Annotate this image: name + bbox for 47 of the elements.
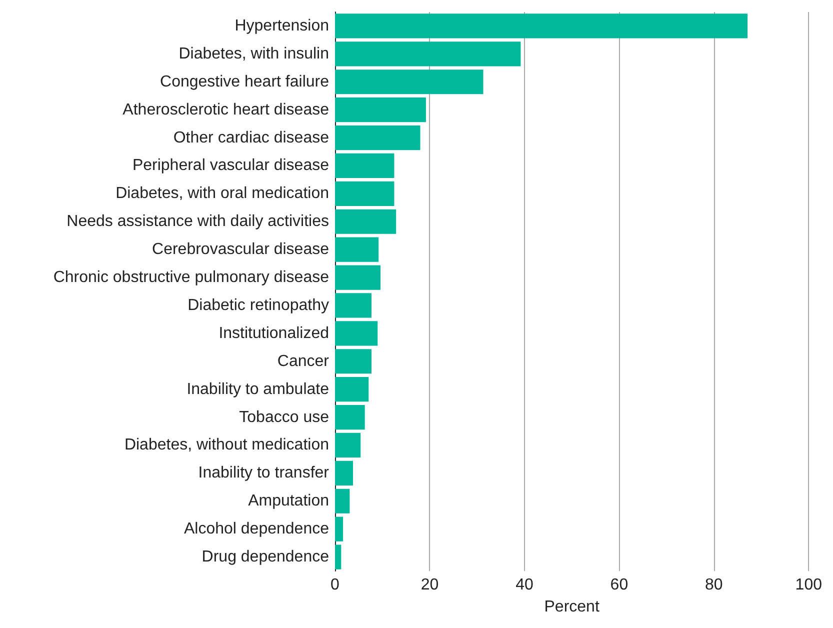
x-tick-label: 20 xyxy=(420,576,439,594)
x-tick-label: 80 xyxy=(705,576,723,594)
y-tick-label: Peripheral vascular disease xyxy=(132,157,330,174)
y-tick-label: Alcohol dependence xyxy=(184,520,330,538)
y-tick-label: Tobacco use xyxy=(239,408,330,426)
x-tick-label: 100 xyxy=(795,576,822,594)
y-tick-label: Congestive heart failure xyxy=(160,73,330,90)
bar xyxy=(335,293,372,318)
bar xyxy=(335,42,521,66)
bar xyxy=(335,460,353,486)
y-tick-label: Needs assistance with daily activities xyxy=(66,213,329,230)
bar xyxy=(335,265,380,290)
bar xyxy=(335,153,394,178)
y-tick-label: Other cardiac disease xyxy=(173,129,330,146)
y-tick-label: Inability to transfer xyxy=(198,464,330,482)
bar xyxy=(335,349,372,374)
x-tick-label: 60 xyxy=(610,576,628,594)
y-tick-label: Diabetes, with insulin xyxy=(178,45,329,62)
bar xyxy=(335,321,378,346)
bar xyxy=(335,432,361,458)
x-axis-title: Percent xyxy=(544,598,600,616)
y-tick-label: Atherosclerotic heart disease xyxy=(122,101,330,118)
bar xyxy=(335,125,420,150)
bar xyxy=(335,70,484,94)
bar xyxy=(335,544,342,570)
y-tick-label: Amputation xyxy=(248,492,329,510)
bar xyxy=(335,14,748,38)
bar xyxy=(335,404,365,430)
bar xyxy=(335,488,350,514)
bar xyxy=(335,237,379,262)
x-tick-label: 40 xyxy=(516,576,534,594)
y-tick-label: Diabetic retinopathy xyxy=(188,296,329,314)
y-tick-label: Cancer xyxy=(277,352,330,370)
bar xyxy=(335,209,396,234)
bar xyxy=(335,377,369,402)
y-tick-label: Drug dependence xyxy=(202,548,330,566)
y-tick-label: Diabetes, with oral medication xyxy=(116,185,329,202)
bar xyxy=(335,181,394,206)
y-tick-label: Inability to ambulate xyxy=(186,380,330,398)
y-tick-label: Diabetes, without medication xyxy=(124,436,329,454)
y-tick-label: Institutionalized xyxy=(218,324,329,342)
bar xyxy=(335,516,344,542)
y-tick-label: Cerebrovascular disease xyxy=(152,241,330,258)
x-tick-label: 0 xyxy=(330,576,340,594)
bar xyxy=(335,98,426,122)
y-tick-label: Chronic obstructive pulmonary disease xyxy=(53,269,330,286)
y-tick-label: Hypertension xyxy=(234,17,329,34)
